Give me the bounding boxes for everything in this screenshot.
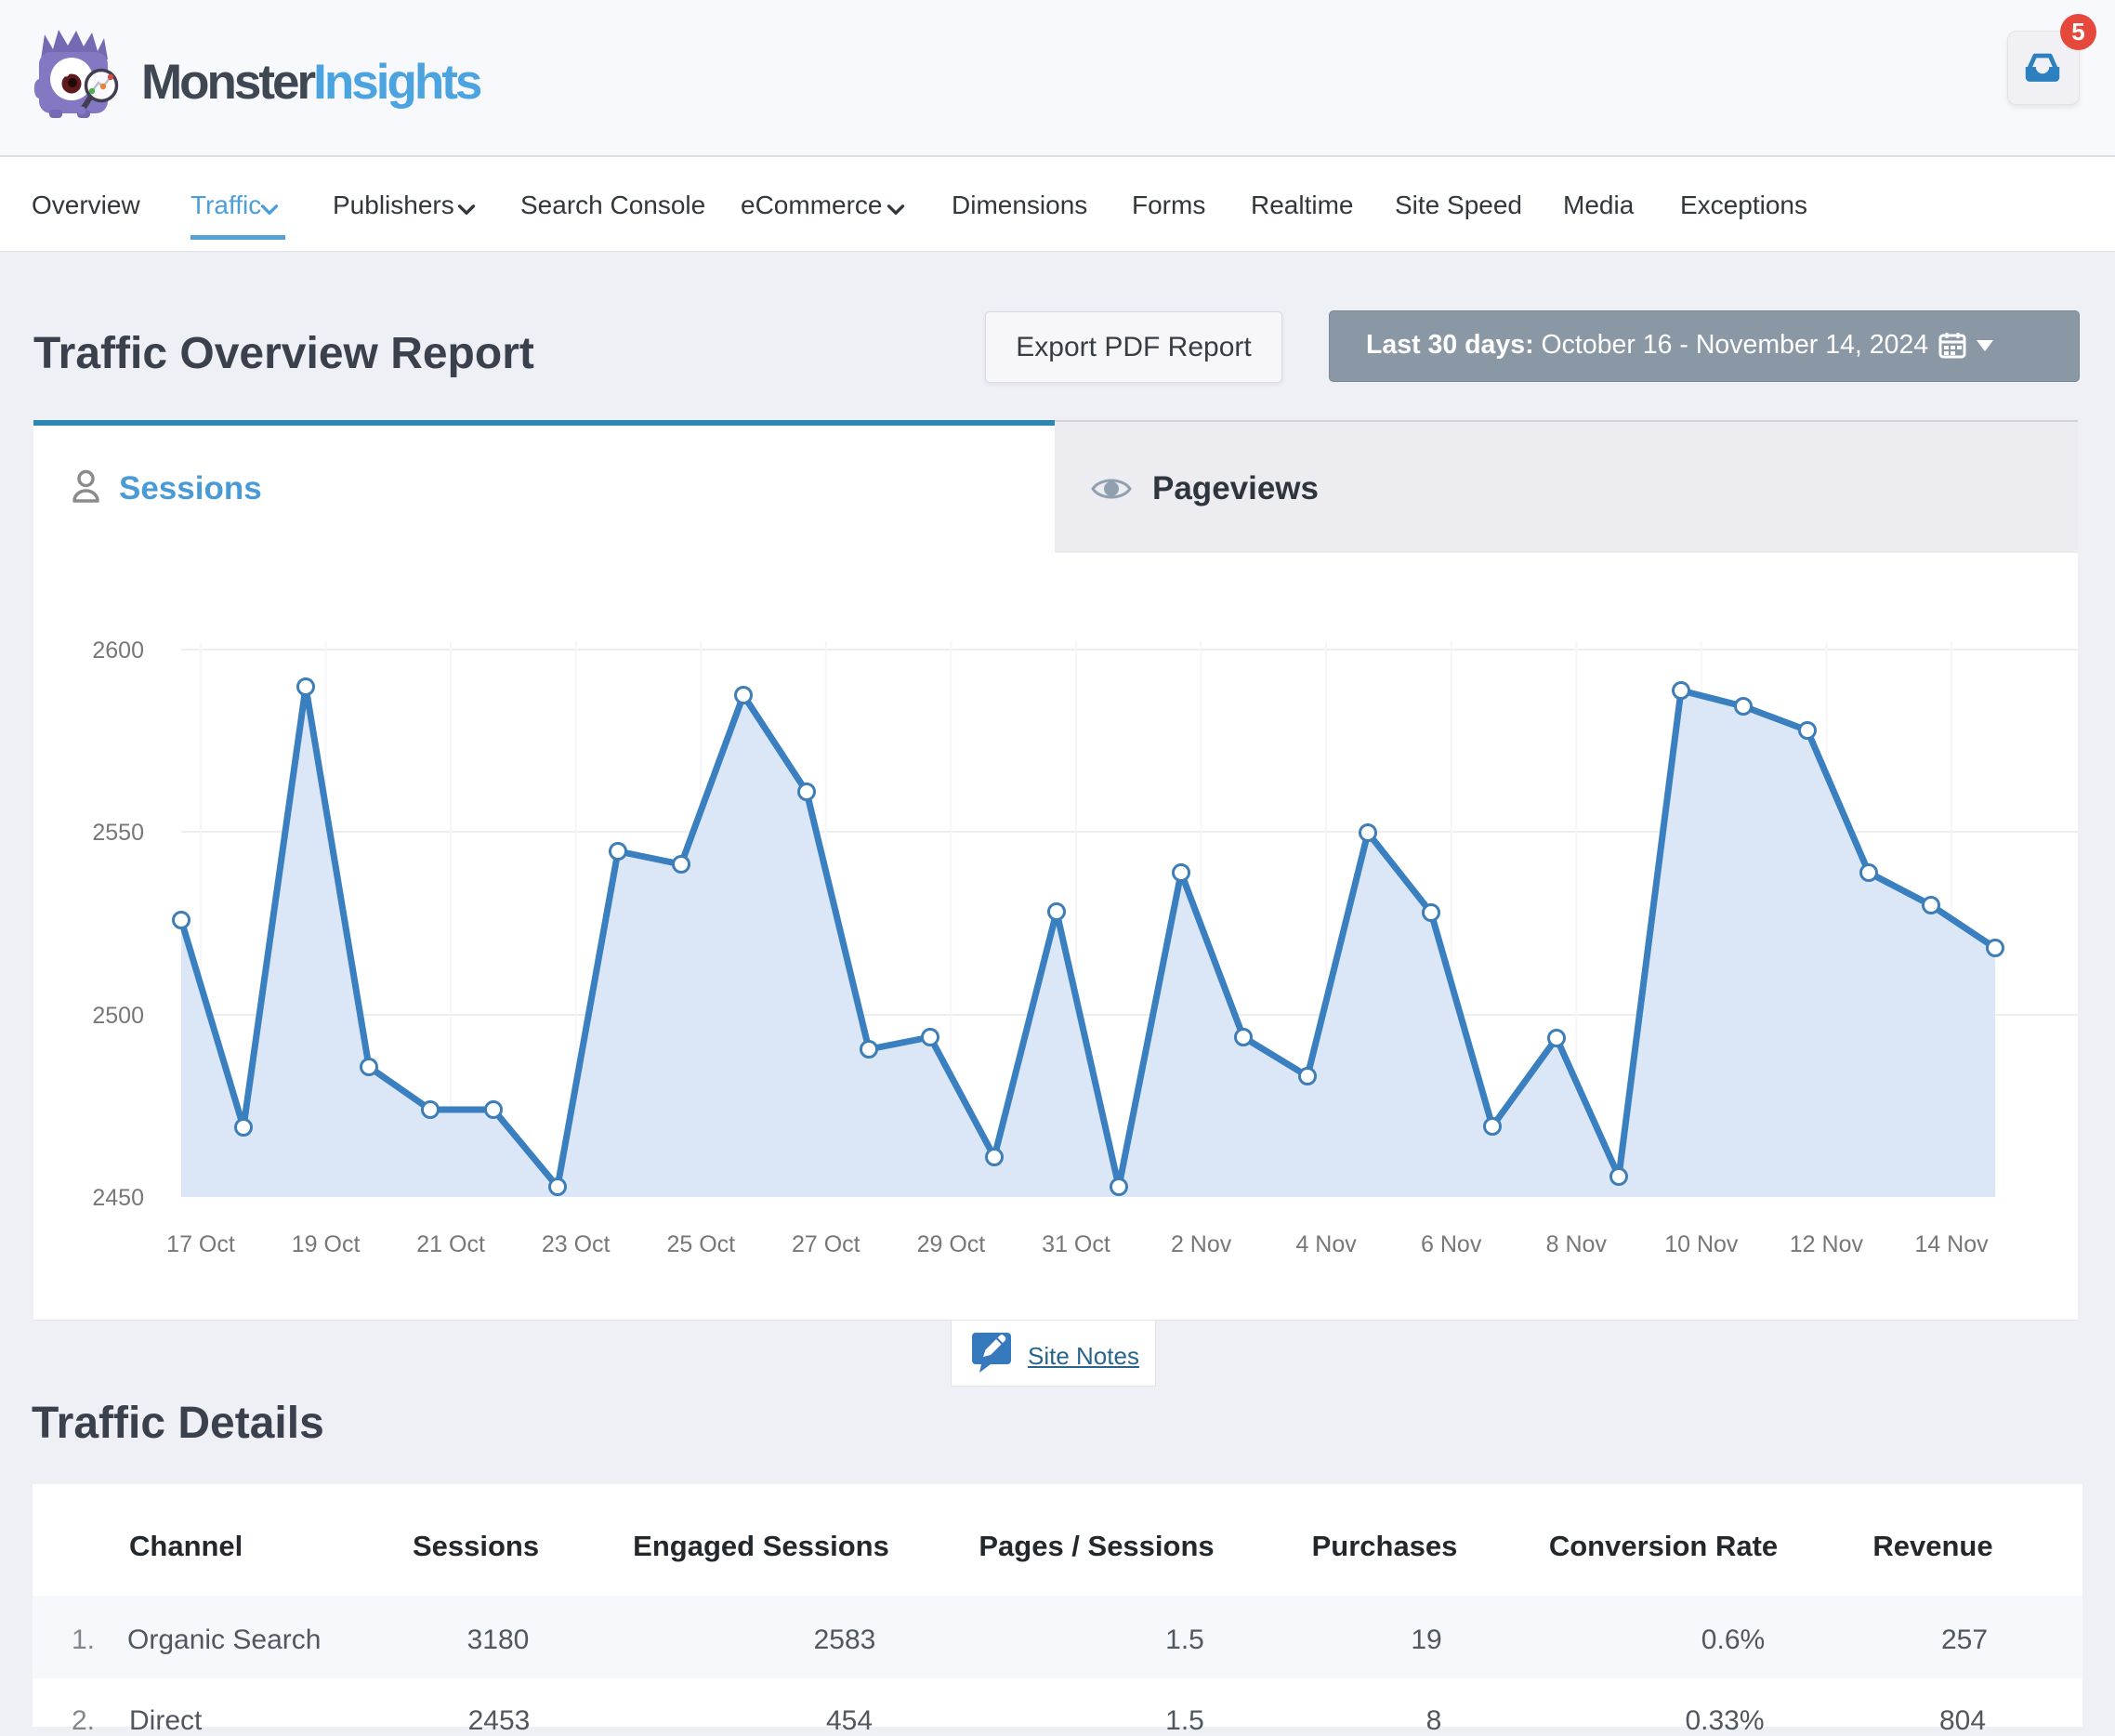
svg-text:31 Oct: 31 Oct <box>1042 1231 1110 1257</box>
svg-text:27 Oct: 27 Oct <box>792 1231 860 1257</box>
svg-text:25 Oct: 25 Oct <box>666 1231 735 1257</box>
svg-text:4 Nov: 4 Nov <box>1295 1231 1357 1257</box>
svg-text:2550: 2550 <box>92 820 144 846</box>
svg-text:10 Nov: 10 Nov <box>1664 1231 1739 1257</box>
svg-text:2 Nov: 2 Nov <box>1171 1231 1232 1257</box>
svg-text:21 Oct: 21 Oct <box>416 1231 485 1257</box>
svg-text:8 Nov: 8 Nov <box>1546 1231 1608 1257</box>
svg-text:17 Oct: 17 Oct <box>166 1231 235 1257</box>
svg-text:6 Nov: 6 Nov <box>1421 1231 1482 1257</box>
svg-text:2450: 2450 <box>92 1185 144 1211</box>
svg-text:2500: 2500 <box>92 1003 144 1029</box>
svg-text:19 Oct: 19 Oct <box>292 1231 361 1257</box>
svg-text:2600: 2600 <box>92 638 144 664</box>
svg-text:23 Oct: 23 Oct <box>542 1231 611 1257</box>
svg-text:29 Oct: 29 Oct <box>917 1231 986 1257</box>
svg-text:14 Nov: 14 Nov <box>1914 1231 1989 1257</box>
svg-text:12 Nov: 12 Nov <box>1790 1231 1864 1257</box>
